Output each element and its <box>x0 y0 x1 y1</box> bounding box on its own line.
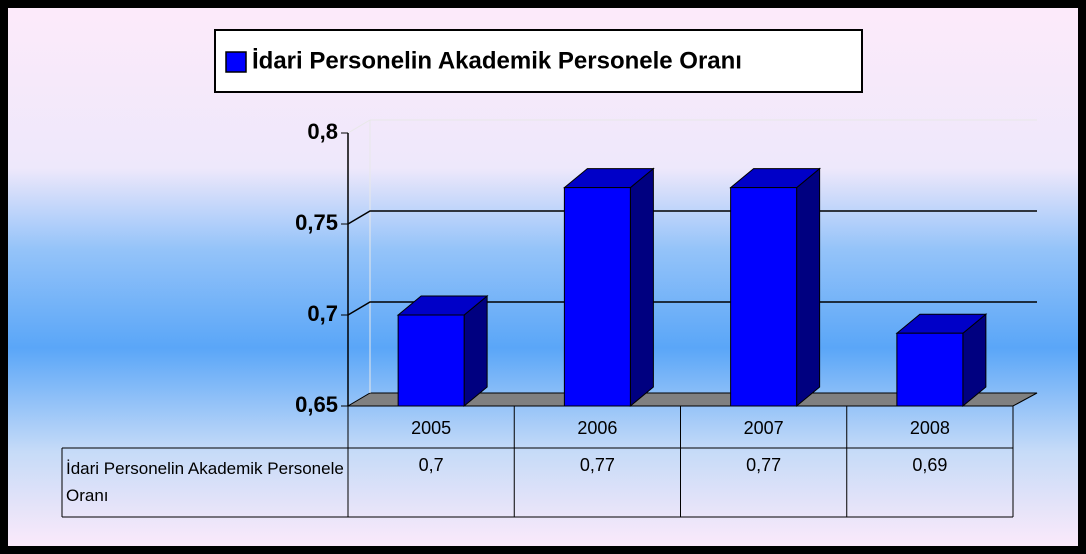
y-tick-label: 0,75 <box>295 210 338 235</box>
table-value: 0,7 <box>419 455 444 475</box>
y-tick-label: 0,8 <box>307 119 338 144</box>
bar <box>397 314 465 407</box>
wall-edge <box>347 119 371 134</box>
legend-label: İdari Personelin Akademik Personele Oran… <box>252 47 742 74</box>
legend-swatch <box>225 51 247 73</box>
x-tick-label: 2007 <box>744 418 784 438</box>
bar <box>730 187 798 407</box>
y-tick-label: 0,65 <box>295 392 338 417</box>
table-row-header: İdari Personelin Akademik Personele Oran… <box>66 459 344 505</box>
x-tick-label: 2006 <box>577 418 617 438</box>
bar <box>563 187 631 407</box>
x-tick-label: 2008 <box>910 418 950 438</box>
bar <box>896 332 964 407</box>
table-value: 0,69 <box>912 455 947 475</box>
x-tick-label: 2005 <box>411 418 451 438</box>
table-value: 0,77 <box>746 455 781 475</box>
bar-side <box>629 167 654 408</box>
legend-box <box>214 29 863 93</box>
table-value: 0,77 <box>580 455 615 475</box>
y-tick-label: 0,7 <box>307 301 338 326</box>
bar-side <box>796 167 821 408</box>
